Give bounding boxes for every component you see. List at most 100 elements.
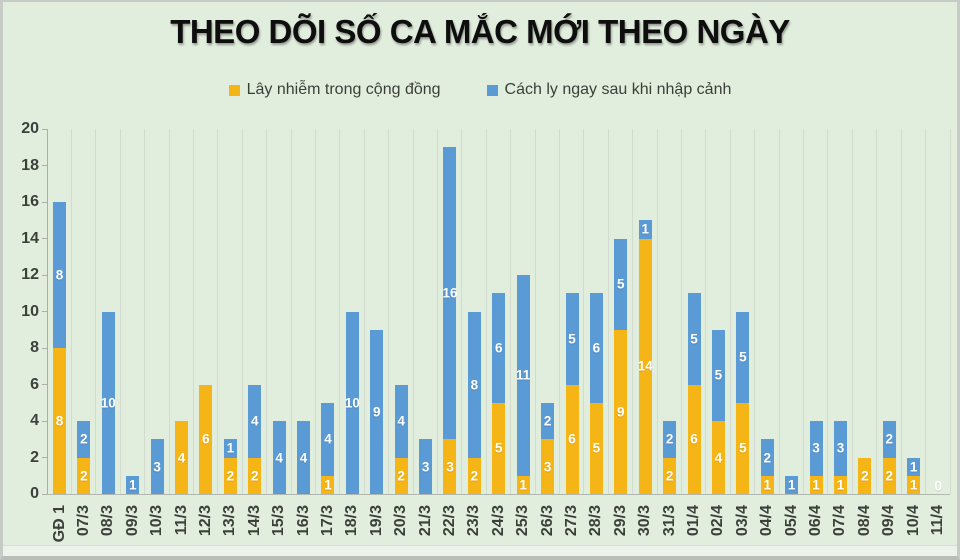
legend: Lây nhiễm trong cộng đồng Cách ly ngay s… [3,81,957,99]
bar-segment-imported [419,439,433,494]
bar-segment-imported [711,329,725,421]
y-axis-label: 0 [30,485,39,502]
y-axis-tick [42,165,47,166]
y-axis-tick [42,493,47,495]
y-axis-label: 8 [30,339,39,356]
x-axis-label: 22/3 [440,505,458,537]
bar-value-label: 1 [909,459,918,475]
vertical-gridline [510,129,512,494]
bar-segment-imported [785,475,799,494]
bar-segment-imported [565,293,579,385]
y-axis-label: 16 [21,193,39,210]
vertical-gridline [436,129,438,494]
bar-segment-imported [541,402,555,440]
x-axis-label: 29/3 [611,505,629,537]
bar-segment-community [687,384,701,494]
x-axis-label: 16/3 [294,505,312,537]
x-axis-label: 14/3 [245,505,263,537]
y-axis-tick [42,238,47,239]
vertical-gridline [339,129,341,494]
bar-segment-community [175,421,189,494]
vertical-gridline [900,129,902,494]
bar-segment-imported [516,275,530,476]
vertical-gridline [217,129,219,494]
y-axis-tick [42,384,47,385]
x-axis-label: 24/3 [489,505,507,537]
bar-value-label: 6 [568,431,576,447]
x-axis-label: 05/4 [782,505,800,537]
bar-value-label: 6 [495,340,503,356]
x-axis-label: 11/4 [929,505,947,536]
bar-value-label: 3 [543,459,552,475]
vertical-gridline [778,129,780,494]
x-axis-label: 06/4 [807,505,825,537]
x-axis-label: 07/4 [831,505,849,537]
bar-zero-label: 0 [934,478,942,494]
bar-segment-community [565,384,579,494]
bar-segment-community [736,402,750,494]
bar-value-label: 16 [442,285,458,301]
bar-value-label: 3 [812,440,820,456]
bar-segment-community [516,475,530,494]
bar-segment-imported [248,384,262,458]
bar-segment-imported [638,220,652,239]
x-axis-label: 11/3 [172,505,190,536]
x-axis-label: 25/3 [514,505,532,537]
bar-segment-imported [53,202,66,348]
bar-value-label: 5 [568,331,576,347]
bar-value-label: 5 [617,276,625,292]
bar-segment-imported [297,421,311,494]
bar-value-label: 10 [344,395,360,411]
y-axis-tick [42,128,47,130]
vertical-gridline [632,129,634,494]
vertical-gridline [827,129,829,494]
plot-area: 8 8 2 2 10 1 3 4 6 2 1 2 4 4 4 1 4 10 9 2 4 3 3 16 2 8 5 6 1 11 3 2 6 5 5 6… [47,129,951,494]
bar-value-label: 2 [250,468,259,484]
vertical-gridline [607,129,609,494]
bar-segment-community [394,457,408,494]
bar-value-label: 1 [519,477,527,493]
vertical-gridline [168,129,170,494]
x-axis-label: 17/3 [318,505,336,537]
bar-value-label: 5 [739,349,747,365]
bar-value-label: 2 [397,468,405,484]
bar-value-label: 2 [543,413,552,429]
bar-segment-imported [77,421,91,458]
bar-segment-imported [833,421,847,476]
vertical-gridline [388,129,390,494]
bar-value-label: 8 [55,413,64,429]
x-axis-label: 04/4 [758,505,776,537]
bar-segment-community [321,475,335,494]
vertical-gridline [949,129,951,494]
bar-segment-community [77,457,91,494]
vertical-gridline [803,129,805,494]
x-axis-label: 08/4 [855,505,873,537]
bar-value-label: 5 [739,440,747,456]
bar-value-label: 1 [909,477,918,493]
bar-segment-community [53,348,66,494]
bar-segment-imported [663,421,677,458]
x-axis-label: 26/3 [538,505,556,537]
bar-segment-imported [760,439,774,476]
vertical-gridline [583,129,585,494]
bar-segment-imported [882,421,896,458]
y-axis-tick [42,457,47,458]
bar-value-label: 2 [80,431,88,447]
x-axis-label: 02/4 [709,505,727,537]
bar-value-label: 4 [177,450,186,465]
vertical-gridline [314,129,316,494]
bar-segment-community [492,402,506,494]
y-axis-tick [42,420,47,422]
vertical-gridline [681,129,683,494]
bar-value-label: 6 [690,431,698,447]
bar-value-label: 8 [470,377,479,392]
bar-value-label: 1 [836,477,845,493]
legend-item-imported: Cách ly ngay sau khi nhập cảnh [486,81,731,99]
bar-value-label: 10 [100,395,116,411]
bar-segment-community [223,457,237,494]
x-axis-label: 10/3 [148,505,166,537]
x-axis-label: 01/4 [685,505,703,537]
bar-value-label: 1 [128,477,137,493]
bar-value-label: 1 [787,477,796,493]
x-axis-label: GĐ 1 [50,505,68,543]
